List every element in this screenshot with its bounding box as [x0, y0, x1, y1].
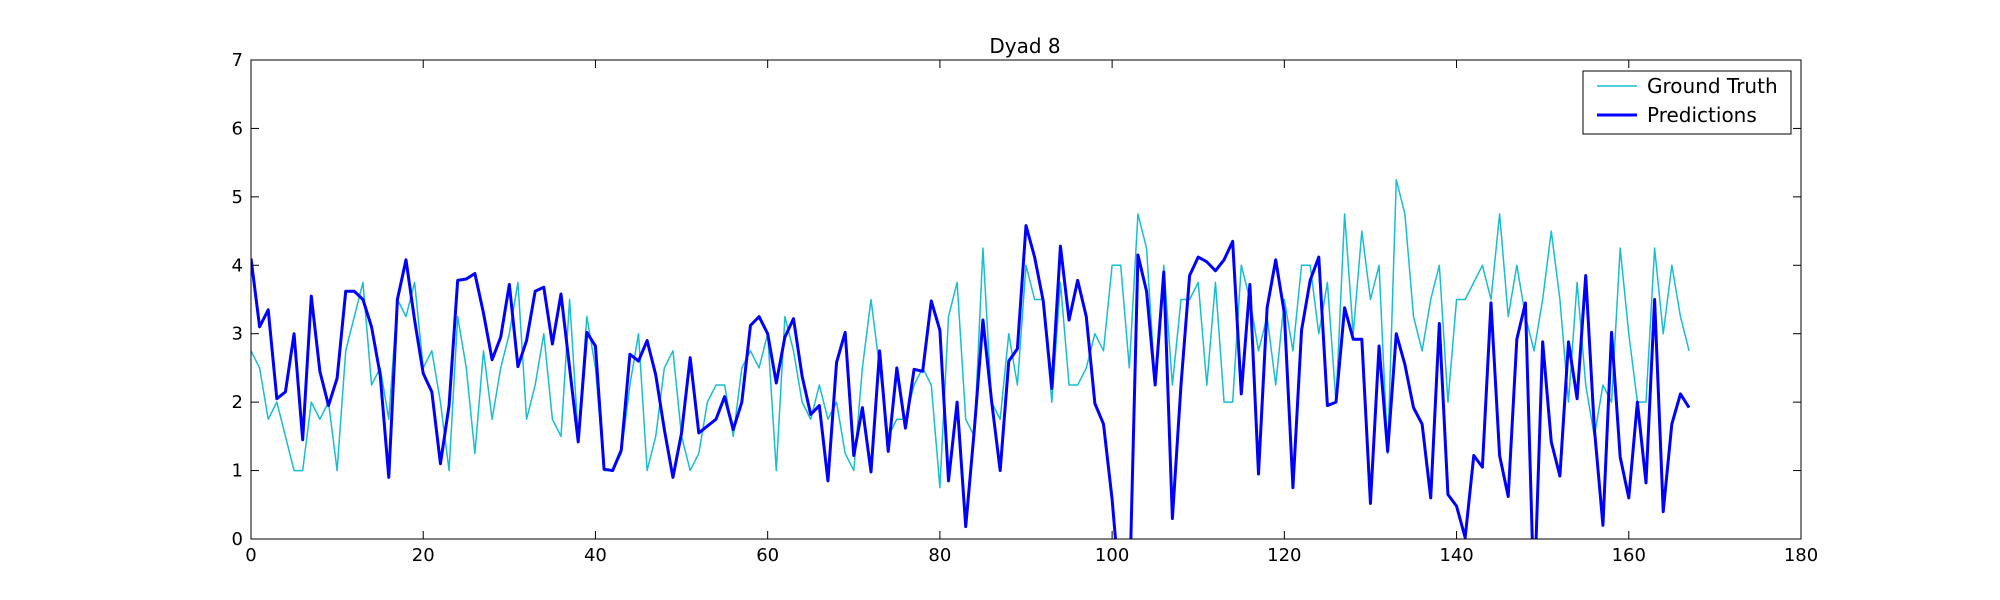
x-tick-label: 140	[1439, 545, 1473, 566]
y-tick-label: 2	[232, 392, 243, 413]
y-tick-label: 0	[232, 529, 243, 550]
x-tick-label: 20	[412, 545, 435, 566]
series-line-predictions	[251, 224, 1691, 539]
series-line-ground-truth	[251, 179, 1690, 489]
legend-label-ground-truth: Ground Truth	[1647, 74, 1778, 98]
y-tick-label: 5	[232, 187, 243, 208]
y-tick-label: 6	[232, 118, 243, 139]
x-tick-label: 0	[245, 545, 256, 566]
x-tick-label: 160	[1612, 545, 1646, 566]
x-tick-label: 80	[928, 545, 951, 566]
x-tick-label: 40	[584, 545, 607, 566]
x-tick-label: 60	[756, 545, 779, 566]
x-tick-label: 100	[1095, 545, 1129, 566]
y-tick-label: 1	[232, 461, 243, 482]
plot-background	[251, 60, 1801, 539]
x-tick-label: 120	[1267, 545, 1301, 566]
x-tick-label: 180	[1784, 545, 1818, 566]
y-tick-label: 4	[232, 255, 243, 276]
plot-frame	[250, 59, 1802, 540]
chart-title: Dyad 8	[989, 34, 1060, 58]
ticks-layer: 0 20 40 60 80 100 120 140 160 180 0 1 2 3 4 5 6 7	[232, 50, 1819, 566]
legend: Ground Truth Predictions	[1582, 70, 1792, 135]
legend-box	[1582, 70, 1792, 135]
series-layer	[251, 179, 1691, 539]
y-tick-label: 7	[232, 50, 243, 71]
y-tick-label: 3	[232, 324, 243, 345]
legend-label-predictions: Predictions	[1647, 103, 1757, 127]
